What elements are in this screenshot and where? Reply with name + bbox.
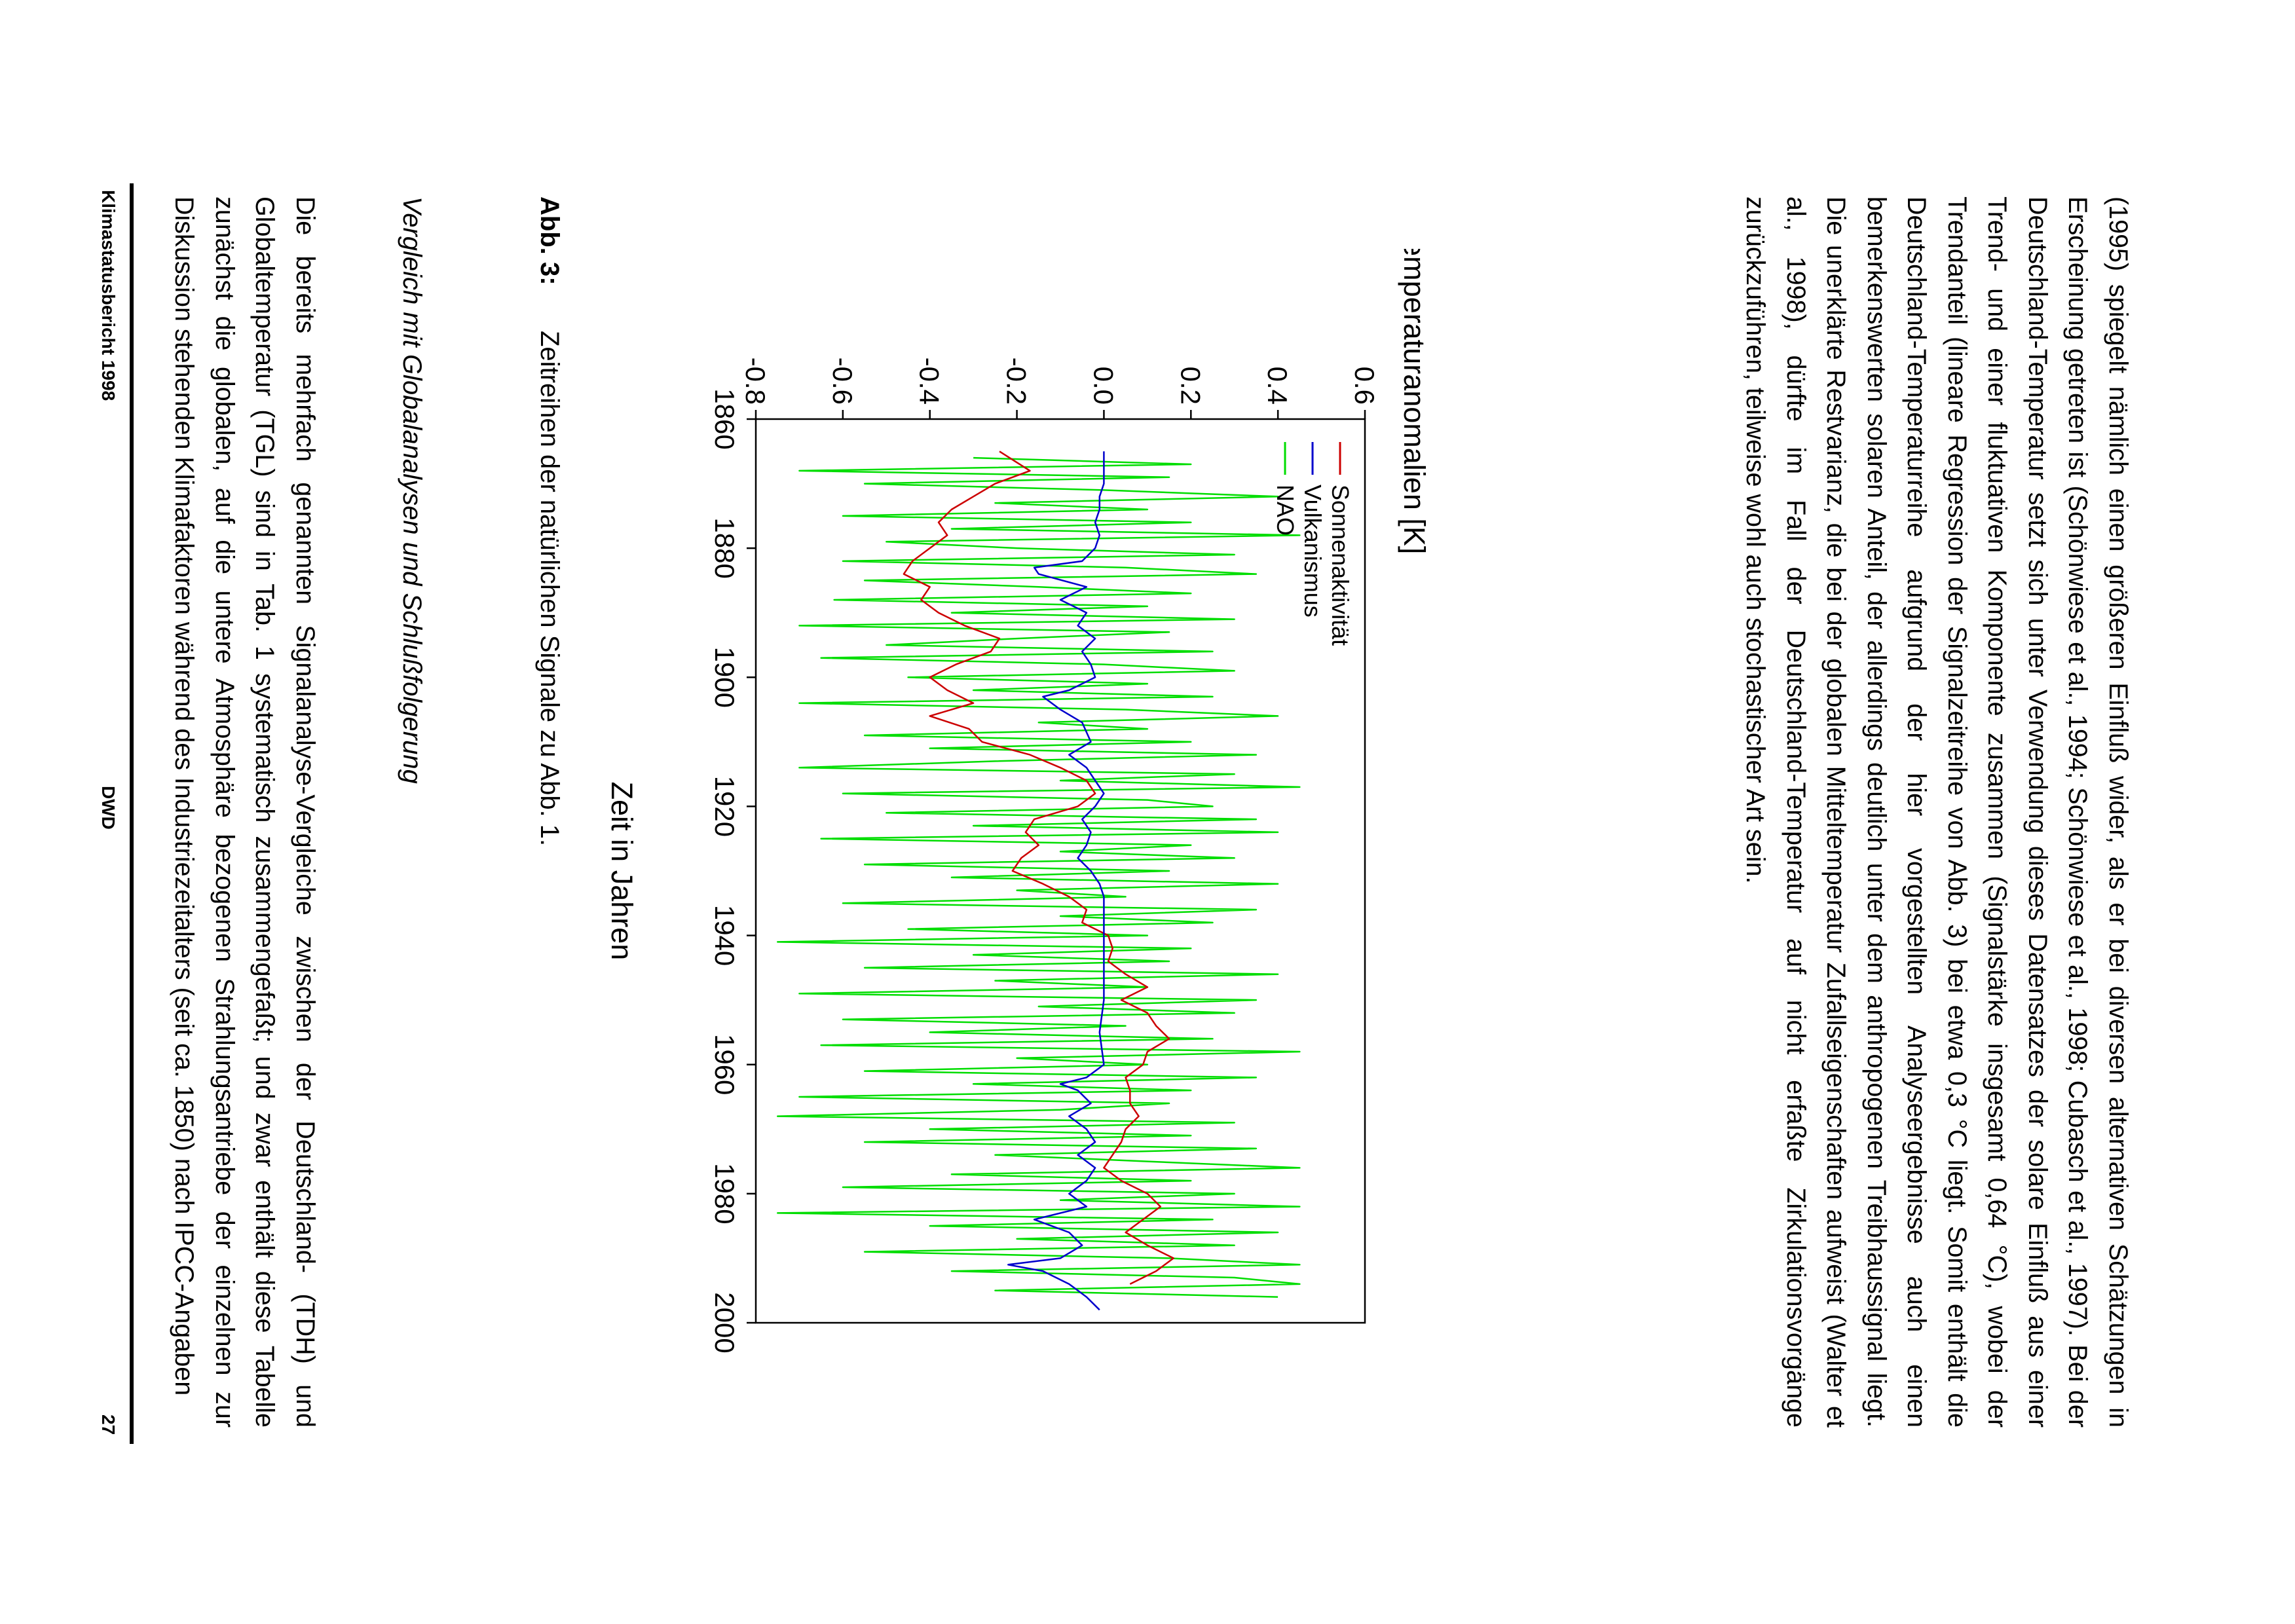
figure-caption-text: Zeitreihen der natürlichen Signale zu Ab…: [535, 331, 564, 847]
x-tick-label: 1920: [709, 776, 740, 837]
y-tick-label: -0.2: [1001, 358, 1032, 405]
x-axis-label: Zeit in Jahren: [605, 782, 639, 961]
footer-organization: DWD: [98, 786, 119, 830]
body-paragraph-bottom: Die bereits mehrfach genannten Signalana…: [170, 196, 320, 1428]
series-group: [776, 451, 1301, 1311]
series-line-0: [903, 451, 1174, 1285]
body-paragraph-top: (1995) spiegelt nämlich einen größeren E…: [1741, 196, 2133, 1428]
x-tick-label: 1900: [709, 647, 740, 708]
x-tick-group: 1860 1880 1900 1920 1940 1960 1980 2000: [709, 388, 756, 1354]
y-tick-label: 0.2: [1175, 367, 1206, 405]
y-tick-label: -0.4: [914, 358, 945, 405]
y-tick-label: -0.8: [740, 358, 771, 405]
footer-rule: [130, 183, 134, 1444]
figure-chart: Temperaturanomalien [K] Zeit in Jahren -…: [605, 249, 1431, 1354]
figure-caption-label: Abb. 3:: [535, 196, 564, 286]
y-tick-label: 0.0: [1088, 367, 1119, 405]
x-tick-label: 1960: [709, 1034, 740, 1095]
y-tick-label: 0.4: [1262, 367, 1293, 405]
series-line-1: [1007, 451, 1105, 1311]
footer-page-number: 27: [98, 1414, 119, 1435]
footer-report-title: Klimastatusbericht 1998: [98, 190, 119, 401]
plot-frame: [755, 418, 1366, 1324]
legend-label: Sonnenaktivität: [1327, 485, 1354, 646]
x-tick-label: 1980: [709, 1163, 740, 1224]
legend-label: NAO: [1272, 485, 1299, 536]
legend-label: Vulkanismus: [1299, 485, 1326, 618]
x-tick-label: 1860: [709, 388, 740, 449]
x-tick-label: 1940: [709, 905, 740, 966]
y-tick-group: -0.8 -0.6 -0.4 -0.2 0.0 0.2 0.4 0.6: [740, 358, 1380, 419]
y-axis-label: Temperaturanomalien [K]: [1398, 249, 1431, 554]
y-tick-label: -0.6: [827, 358, 858, 405]
y-tick-label: 0.6: [1349, 367, 1380, 405]
x-tick-label: 1880: [709, 517, 740, 578]
section-heading: Vergleich mit Globalanalysen und Schlußf…: [398, 196, 426, 784]
series-line-2: [776, 456, 1301, 1298]
x-tick-label: 2000: [709, 1292, 740, 1353]
